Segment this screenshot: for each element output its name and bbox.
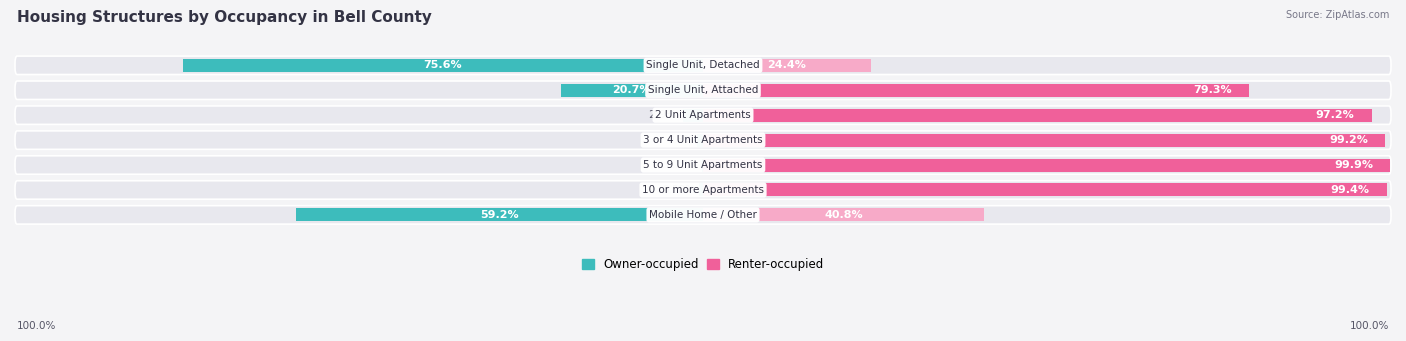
Bar [703, 208, 984, 221]
Bar [697, 134, 703, 147]
Text: 0.8%: 0.8% [668, 135, 695, 145]
Bar [703, 59, 870, 72]
Bar [183, 59, 703, 72]
FancyBboxPatch shape [15, 181, 1391, 199]
Bar [699, 183, 703, 196]
Text: 24.4%: 24.4% [768, 60, 807, 70]
Text: 20.7%: 20.7% [613, 85, 651, 95]
Text: 97.2%: 97.2% [1316, 110, 1354, 120]
Text: 99.2%: 99.2% [1330, 135, 1368, 145]
Text: 0.13%: 0.13% [665, 160, 699, 170]
Text: 3 or 4 Unit Apartments: 3 or 4 Unit Apartments [643, 135, 763, 145]
Text: 75.6%: 75.6% [423, 60, 463, 70]
Text: 100.0%: 100.0% [17, 321, 56, 331]
Text: 40.8%: 40.8% [824, 210, 863, 220]
Legend: Owner-occupied, Renter-occupied: Owner-occupied, Renter-occupied [576, 254, 830, 276]
Bar [561, 84, 703, 97]
Text: 10 or more Apartments: 10 or more Apartments [643, 185, 763, 195]
FancyBboxPatch shape [15, 131, 1391, 149]
Text: 79.3%: 79.3% [1192, 85, 1232, 95]
Bar [703, 159, 1391, 172]
FancyBboxPatch shape [15, 106, 1391, 124]
Text: 2.9%: 2.9% [648, 110, 676, 120]
FancyBboxPatch shape [15, 81, 1391, 100]
Text: Single Unit, Detached: Single Unit, Detached [647, 60, 759, 70]
Bar [703, 109, 1372, 122]
FancyBboxPatch shape [15, 206, 1391, 224]
Text: 0.58%: 0.58% [662, 185, 696, 195]
Bar [683, 109, 703, 122]
Text: 100.0%: 100.0% [1350, 321, 1389, 331]
FancyBboxPatch shape [15, 56, 1391, 75]
Text: Housing Structures by Occupancy in Bell County: Housing Structures by Occupancy in Bell … [17, 10, 432, 25]
Text: 5 to 9 Unit Apartments: 5 to 9 Unit Apartments [644, 160, 762, 170]
FancyBboxPatch shape [15, 156, 1391, 174]
Bar [703, 183, 1386, 196]
Text: 99.9%: 99.9% [1334, 160, 1374, 170]
Text: 2 Unit Apartments: 2 Unit Apartments [655, 110, 751, 120]
Text: 59.2%: 59.2% [479, 210, 519, 220]
Text: 99.4%: 99.4% [1330, 185, 1369, 195]
Bar [295, 208, 703, 221]
Text: Single Unit, Attached: Single Unit, Attached [648, 85, 758, 95]
Text: Source: ZipAtlas.com: Source: ZipAtlas.com [1285, 10, 1389, 20]
Bar [703, 134, 1385, 147]
Bar [703, 84, 1249, 97]
Text: Mobile Home / Other: Mobile Home / Other [650, 210, 756, 220]
